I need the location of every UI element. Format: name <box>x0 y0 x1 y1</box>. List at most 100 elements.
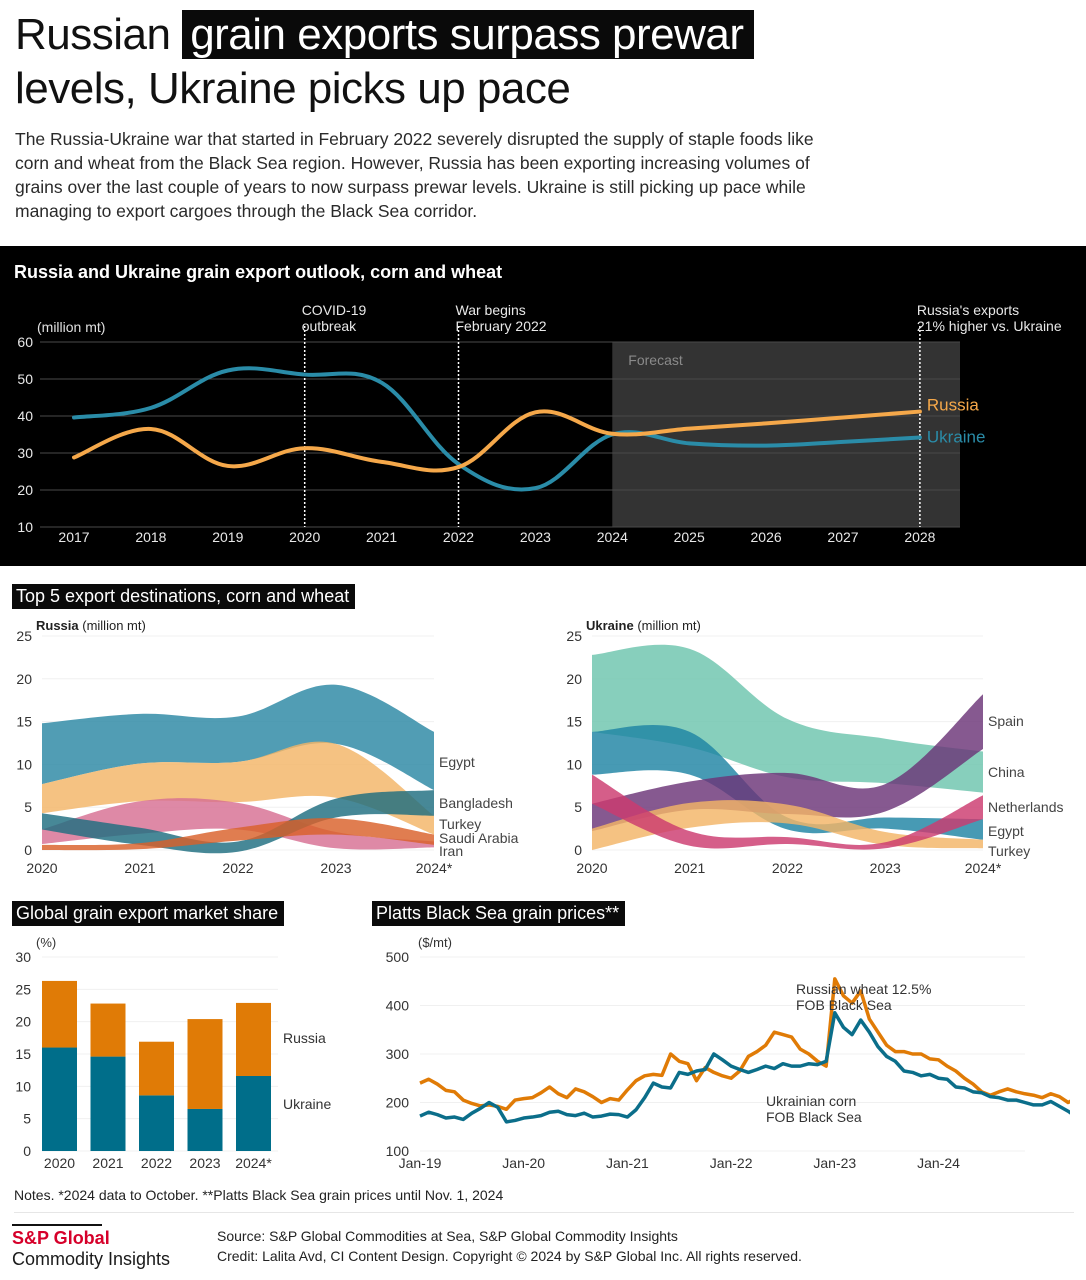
series-label-turkey: Turkey <box>988 843 1030 859</box>
ribbon-china <box>592 644 983 793</box>
y-axis-label: (%) <box>36 935 56 950</box>
x-tick-label: Jan-22 <box>710 1155 753 1171</box>
annotation-text: Russia's exports <box>917 302 1019 318</box>
annotation-text: 21% higher vs. Ukraine <box>917 318 1062 334</box>
x-tick-label: 2026 <box>751 529 782 545</box>
y-tick-label: 100 <box>386 1143 410 1159</box>
ribbon-egypt <box>592 725 983 840</box>
y-tick-label: 0 <box>24 842 32 858</box>
x-tick-label: 2021 <box>124 860 155 876</box>
series-label-saudi-arabia: Saudi Arabia <box>439 830 519 846</box>
chart-subtitle: Ukraine (million mt) <box>586 618 701 633</box>
y-tick-label: 20 <box>566 671 582 687</box>
x-tick-label: 2024* <box>235 1155 272 1171</box>
series-label-egypt: Egypt <box>439 754 475 770</box>
y-tick-label: 25 <box>566 628 582 644</box>
y-tick-label: 400 <box>386 998 410 1014</box>
series-label-ukrainian-corn: FOB Black Sea <box>766 1109 862 1125</box>
series-label-ukraine: Ukraine <box>927 427 986 446</box>
x-tick-label: 2022 <box>443 529 474 545</box>
y-tick-label: 10 <box>17 519 33 535</box>
credit-text: Credit: Lalita Avd, CI Content Design. C… <box>217 1248 802 1264</box>
logo-bar <box>12 1224 102 1226</box>
annotation-text: COVID-19 <box>302 302 367 318</box>
legend-russia: Russia <box>283 1030 326 1046</box>
annotation-text: War begins <box>456 302 526 318</box>
y-tick-label: 200 <box>386 1095 410 1111</box>
title-highlight: grain exports surpass prewar <box>182 10 754 59</box>
series-label-netherlands: Netherlands <box>988 799 1064 815</box>
bar-russia <box>236 1002 271 1076</box>
outlook-chart: Forecast 10 20 30 40 50 60(million mt) 2017 2018… <box>17 302 1062 545</box>
subtitle-country: Ukraine <box>586 618 637 633</box>
annotation-text: February 2022 <box>456 318 547 334</box>
y-tick-label: 0 <box>574 842 582 858</box>
series-label-russian-wheat: Russian wheat 12.5% <box>796 981 931 997</box>
x-tick-label: 2024 <box>597 529 628 545</box>
x-tick-label: 2023 <box>520 529 551 545</box>
series-label-russia: Russia <box>927 396 980 415</box>
page-title: Russian grain exports surpass prewar leve… <box>15 8 754 116</box>
footer-divider <box>14 1212 1074 1213</box>
ribbon-egypt <box>42 684 434 791</box>
y-tick-label: 60 <box>17 334 33 350</box>
y-tick-label: 15 <box>16 714 32 730</box>
x-tick-label: 2019 <box>212 529 243 545</box>
series-label-china: China <box>988 764 1025 780</box>
y-tick-label: 10 <box>15 1078 31 1094</box>
x-tick-label: 2023 <box>320 860 351 876</box>
y-tick-label: 5 <box>574 799 582 815</box>
bar-ukraine <box>236 1075 271 1151</box>
y-axis-label: (million mt) <box>37 319 105 335</box>
logo-sp-global: S&P Global <box>12 1228 110 1248</box>
subtitle-country: Russia <box>36 618 82 633</box>
y-tick-label: 20 <box>16 671 32 687</box>
x-tick-label: 2021 <box>674 860 705 876</box>
notes: Notes. *2024 data to October. **Platts B… <box>14 1187 504 1203</box>
ribbon-turkey <box>592 800 983 850</box>
title-line2: levels, Ukraine picks up pace <box>15 64 571 113</box>
forecast-label: Forecast <box>628 352 683 368</box>
y-axis-label: ($/mt) <box>418 935 452 950</box>
x-tick-label: 2024* <box>416 860 453 876</box>
series-line-russia <box>72 409 922 473</box>
ribbon-turkey <box>42 741 434 835</box>
market-share-section-title: Global grain export market share <box>12 901 285 926</box>
x-tick-label: 2020 <box>26 860 57 876</box>
ukraine-destinations-chart: 0 5 10 15 20 25 Ukraine (million mt) 2020 2021 20… <box>566 618 1064 876</box>
y-tick-label: 10 <box>16 756 32 772</box>
x-tick-label: 2020 <box>289 529 320 545</box>
series-line-ukraine <box>72 366 922 492</box>
y-tick-label: 50 <box>17 371 33 387</box>
y-tick-label: 0 <box>23 1143 31 1159</box>
series-line-ukrainian-corn <box>419 1011 1070 1124</box>
market-share-chart: (%) 0 5 10 15 20 25 30 2020 2021 2022 2023 2024* Russ… <box>15 935 331 1171</box>
ribbon-saudi-arabia <box>42 818 434 851</box>
y-tick-label: 500 <box>386 949 410 965</box>
series-line-russian-wheat <box>419 977 1070 1112</box>
y-tick-label: 25 <box>16 628 32 644</box>
y-tick-label: 5 <box>24 799 32 815</box>
y-tick-label: 30 <box>15 949 31 965</box>
outlook-chart-title: Russia and Ukraine grain export outlook,… <box>14 262 503 282</box>
x-tick-label: 2027 <box>827 529 858 545</box>
y-tick-label: 10 <box>566 756 582 772</box>
x-tick-label: 2020 <box>44 1155 75 1171</box>
logo-commodity-insights: Commodity Insights <box>12 1249 171 1269</box>
x-tick-label: 2021 <box>92 1155 123 1171</box>
series-label-bangladesh: Bangladesh <box>439 795 513 811</box>
y-tick-label: 40 <box>17 408 33 424</box>
x-tick-label: Jan-19 <box>399 1155 442 1171</box>
x-tick-label: 2022 <box>141 1155 172 1171</box>
bar-russia <box>90 1003 126 1057</box>
x-tick-label: 2024* <box>965 860 1002 876</box>
subtitle-unit: (million mt) <box>82 618 146 633</box>
bar-russia <box>139 1041 174 1096</box>
chart-subtitle: Russia (million mt) <box>36 618 146 633</box>
destinations-section-title: Top 5 export destinations, corn and whea… <box>12 584 356 609</box>
subtitle-unit: (million mt) <box>637 618 701 633</box>
x-tick-label: 2018 <box>135 529 166 545</box>
series-label-iran: Iran <box>439 843 463 859</box>
prices-section-title: Platts Black Sea grain prices** <box>372 901 626 926</box>
series-label-spain: Spain <box>988 713 1024 729</box>
